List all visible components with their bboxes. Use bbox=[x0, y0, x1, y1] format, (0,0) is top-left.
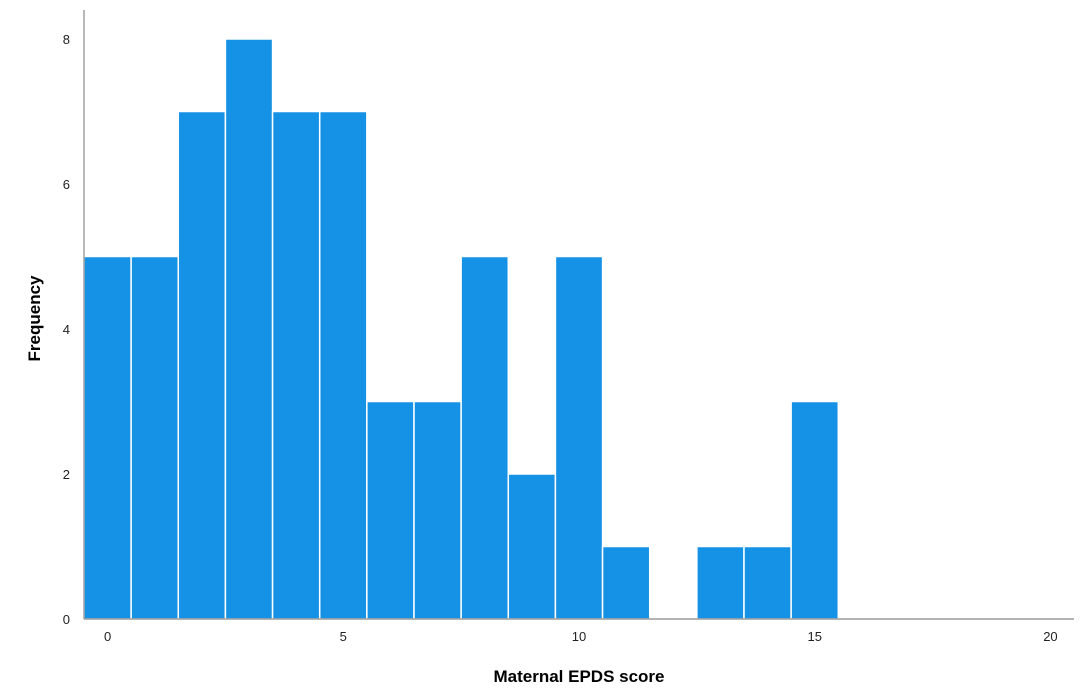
y-tick-label: 0 bbox=[63, 612, 70, 627]
histogram-bar bbox=[130, 255, 180, 620]
bars-group bbox=[83, 38, 840, 620]
histogram-bar bbox=[366, 400, 415, 620]
histogram-bar bbox=[790, 400, 840, 620]
histogram-bar bbox=[413, 400, 462, 620]
histogram-bar bbox=[554, 255, 604, 620]
y-axis-title: Frequency bbox=[25, 275, 44, 362]
y-tick-label: 4 bbox=[63, 322, 70, 337]
histogram-bar bbox=[460, 255, 510, 620]
histogram-bar bbox=[83, 255, 132, 620]
y-tick-label: 6 bbox=[63, 177, 70, 192]
y-tick-labels: 0 2 4 6 8 bbox=[63, 32, 70, 627]
histogram-bar bbox=[177, 110, 227, 620]
x-tick-label: 15 bbox=[807, 629, 821, 644]
histogram-bar bbox=[696, 545, 745, 620]
y-tick-label: 2 bbox=[63, 467, 70, 482]
histogram-bar bbox=[271, 110, 321, 620]
histogram-bar bbox=[224, 38, 274, 620]
x-tick-label: 0 bbox=[104, 629, 111, 644]
histogram-bar bbox=[743, 545, 792, 620]
histogram-bar bbox=[318, 110, 368, 620]
x-tick-label: 5 bbox=[340, 629, 347, 644]
x-tick-label: 10 bbox=[572, 629, 586, 644]
x-tick-labels: 0 5 10 15 20 bbox=[104, 629, 1058, 644]
y-tick-label: 8 bbox=[63, 32, 70, 47]
histogram-bar bbox=[507, 473, 557, 620]
x-axis-title: Maternal EPDS score bbox=[493, 667, 664, 686]
x-tick-label: 20 bbox=[1043, 629, 1057, 644]
histogram-bar bbox=[601, 545, 651, 620]
